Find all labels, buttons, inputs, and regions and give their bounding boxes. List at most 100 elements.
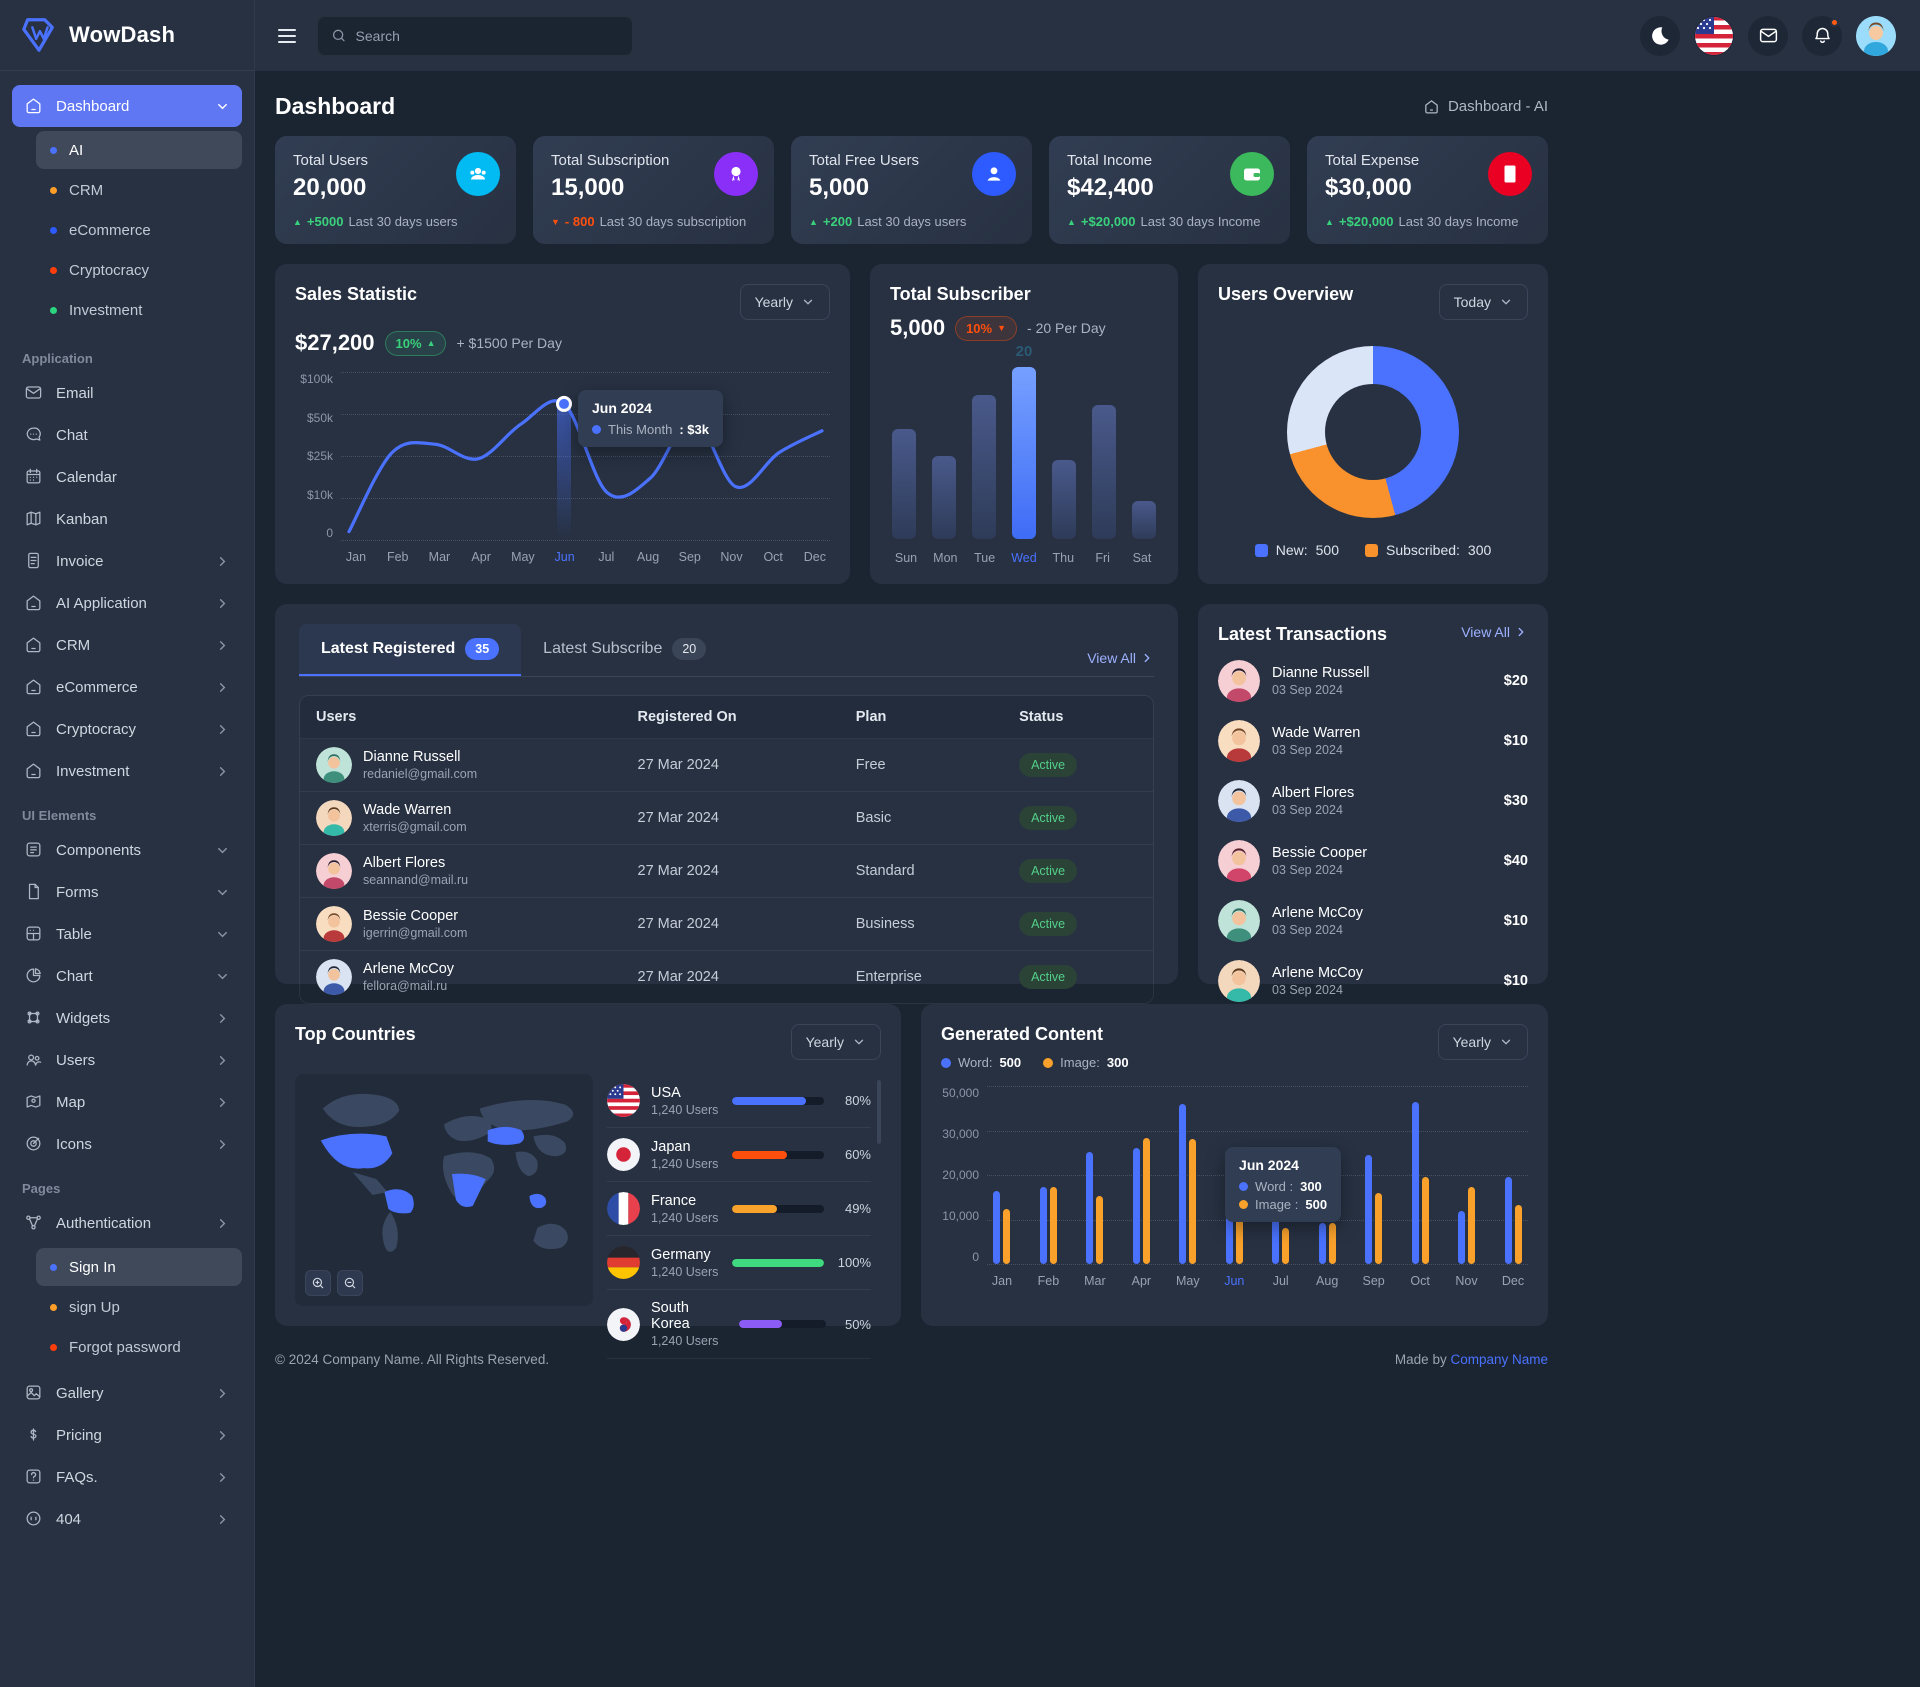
pie-icon [24, 966, 44, 986]
users-icon [24, 1050, 44, 1070]
logo[interactable]: WowDash [0, 0, 254, 71]
sidebar-item-gallery[interactable]: Gallery [12, 1372, 242, 1414]
sidebar-subitem-forgot-password[interactable]: Forgot password [36, 1328, 242, 1366]
sidebar-item-ecommerce[interactable]: eCommerce [12, 666, 242, 708]
moon-icon [1649, 25, 1671, 47]
chevron-right-icon [215, 1053, 230, 1068]
sidebar-item-404[interactable]: 404 [12, 1498, 242, 1540]
sidebar-subitem-ai[interactable]: AI [36, 131, 242, 169]
users-overview-card: Users Overview Today New: 500 Subscribed: 3… [1198, 264, 1548, 584]
avatar [1218, 840, 1260, 882]
medal-icon [714, 152, 758, 196]
stat-card-total-free-users: Total Free Users 5,000 ▲ +200 Last 30 days u… [791, 136, 1032, 244]
sales-title: Sales Statistic [295, 284, 418, 304]
table-row[interactable]: Albert Flores seannand@mail.ru 27 Mar 2024… [300, 844, 1153, 898]
transaction-row[interactable]: Albert Flores 03 Sep 2024 $30 [1218, 771, 1528, 831]
chevron-down-icon [1501, 1039, 1511, 1045]
country-row-france: France 1,240 Users 49% [607, 1182, 871, 1236]
made-by-text: Made by Company Name [1394, 1352, 1548, 1367]
sidebar-item-icons[interactable]: Icons [12, 1123, 242, 1165]
sidebar-subitem-investment[interactable]: Investment [36, 291, 242, 329]
sidebar-item-dashboard[interactable]: Dashboard [12, 85, 242, 127]
subscriber-bar-thu [1052, 367, 1076, 539]
sidebar-item-map[interactable]: Map [12, 1081, 242, 1123]
sidebar-section-label: Pages [22, 1181, 61, 1196]
sidebar-item-authentication[interactable]: Authentication [12, 1202, 242, 1244]
sidebar-item-investment[interactable]: Investment [12, 750, 242, 792]
transaction-row[interactable]: Arlene McCoy 03 Sep 2024 $10 [1218, 891, 1528, 951]
messages-button[interactable] [1748, 15, 1788, 56]
subscriber-title: Total Subscriber [890, 284, 1031, 304]
latest-transactions-card: Latest Transactions View All Dianne Russ… [1198, 604, 1548, 1002]
sidebar-item-calendar[interactable]: Calendar [12, 456, 242, 498]
dashboard-content: Dashboard Dashboard - AI Total Users 20,0… [255, 71, 1568, 1385]
sidebar-item-chat[interactable]: Chat [12, 414, 242, 456]
table-row[interactable]: Bessie Cooper igerrin@gmail.com 27 Mar 202… [300, 897, 1153, 951]
sidebar-item-table[interactable]: Table [12, 913, 242, 955]
chevron-right-icon [215, 638, 230, 653]
chevron-right-icon [215, 1216, 230, 1231]
table-row[interactable]: Arlene McCoy fellora@mail.ru 27 Mar 2024 En… [300, 950, 1153, 1003]
sales-value: $27,200 [295, 330, 375, 355]
sidebar-item-faqs[interactable]: FAQs. [12, 1456, 242, 1498]
sidebar-subitem-sign-up[interactable]: sign Up [36, 1288, 242, 1326]
search-input[interactable] [355, 27, 619, 44]
world-map[interactable] [295, 1074, 593, 1306]
sidebar-subitem-crm[interactable]: CRM [36, 171, 242, 209]
sidebar-item-forms[interactable]: Forms [12, 871, 242, 913]
sidebar-item-pricing[interactable]: Pricing [12, 1414, 242, 1456]
transaction-row[interactable]: Bessie Cooper 03 Sep 2024 $40 [1218, 831, 1528, 891]
transaction-row[interactable]: Wade Warren 03 Sep 2024 $10 [1218, 711, 1528, 771]
scrollbar-thumb[interactable] [877, 1080, 881, 1144]
sidebar-item-invoice[interactable]: Invoice [12, 540, 242, 582]
breadcrumb: Dashboard - AI [1423, 98, 1548, 115]
theme-toggle-button[interactable] [1640, 15, 1680, 56]
transaction-row[interactable]: Dianne Russell 03 Sep 2024 $20 [1218, 651, 1528, 711]
sidebar-item-kanban[interactable]: Kanban [12, 498, 242, 540]
sidebar-item-crm[interactable]: CRM [12, 624, 242, 666]
bar-group-mar [1086, 1086, 1104, 1264]
profile-avatar[interactable] [1856, 15, 1896, 56]
subscriber-bar-chart: 20 [890, 343, 1158, 539]
transactions-list: Dianne Russell 03 Sep 2024 $20 Wade Warren 0… [1218, 651, 1528, 1011]
company-link[interactable]: Company Name [1450, 1352, 1548, 1367]
donut-legend: New: 500 Subscribed: 300 [1218, 542, 1528, 558]
language-button[interactable] [1694, 15, 1734, 56]
sidebar-item-ai-application[interactable]: AI Application [12, 582, 242, 624]
progress-bar [732, 1258, 824, 1267]
tab-latest-subscribe[interactable]: Latest Subscribe 20 [521, 624, 728, 676]
generated-range-select[interactable]: Yearly [1437, 1024, 1528, 1060]
sidebar-subitem-cryptocracy[interactable]: Cryptocracy [36, 251, 242, 289]
menu-toggle-button[interactable] [275, 24, 299, 48]
tab-latest-registered[interactable]: Latest Registered 35 [299, 624, 522, 676]
sidebar-item-users[interactable]: Users [12, 1039, 242, 1081]
map-zoom-out-button[interactable] [337, 1270, 363, 1296]
registered-view-all-link[interactable]: View All [1087, 650, 1154, 676]
subscriber-x-axis: Sun Mon Tue Wed Thu Fri Sat [894, 551, 1152, 565]
bullet-dot-icon [50, 1263, 57, 1271]
transactions-view-all-link[interactable]: View All [1461, 624, 1528, 640]
sidebar-subitem-sign-in[interactable]: Sign In [36, 1248, 242, 1286]
chevron-down-icon [215, 99, 230, 114]
countries-range-select[interactable]: Yearly [790, 1024, 881, 1060]
widgets-icon [24, 1008, 44, 1028]
sales-range-select[interactable]: Yearly [739, 284, 830, 320]
stats-row: Total Users 20,000 ▲ +5000 Last 30 days user… [275, 136, 1548, 244]
sidebar-item-components[interactable]: Components [12, 829, 242, 871]
chevron-down-icon [1501, 299, 1511, 305]
table-row[interactable]: Wade Warren xterris@gmail.com 27 Mar 2024 B… [300, 791, 1153, 845]
sidebar-subitem-ecommerce[interactable]: eCommerce [36, 211, 242, 249]
sidebar-item-widgets[interactable]: Widgets [12, 997, 242, 1039]
sidebar-item-email[interactable]: Email [12, 372, 242, 414]
users-overview-range-select[interactable]: Today [1438, 284, 1528, 320]
sidebar-item-chart[interactable]: Chart [12, 955, 242, 997]
bar-group-sep [1365, 1086, 1383, 1264]
topbar-actions [1640, 15, 1896, 56]
sidebar-item-cryptocracy[interactable]: Cryptocracy [12, 708, 242, 750]
transaction-row[interactable]: Arlene McCoy 03 Sep 2024 $10 [1218, 951, 1528, 1011]
notifications-button[interactable] [1802, 15, 1842, 56]
table-row[interactable]: Dianne Russell redaniel@gmail.com 27 Mar 2… [300, 738, 1153, 792]
map-zoom-in-button[interactable] [305, 1270, 331, 1296]
trend-up-icon: ▲ [293, 216, 302, 227]
footer: © 2024 Company Name. All Rights Reserved… [275, 1352, 1548, 1367]
